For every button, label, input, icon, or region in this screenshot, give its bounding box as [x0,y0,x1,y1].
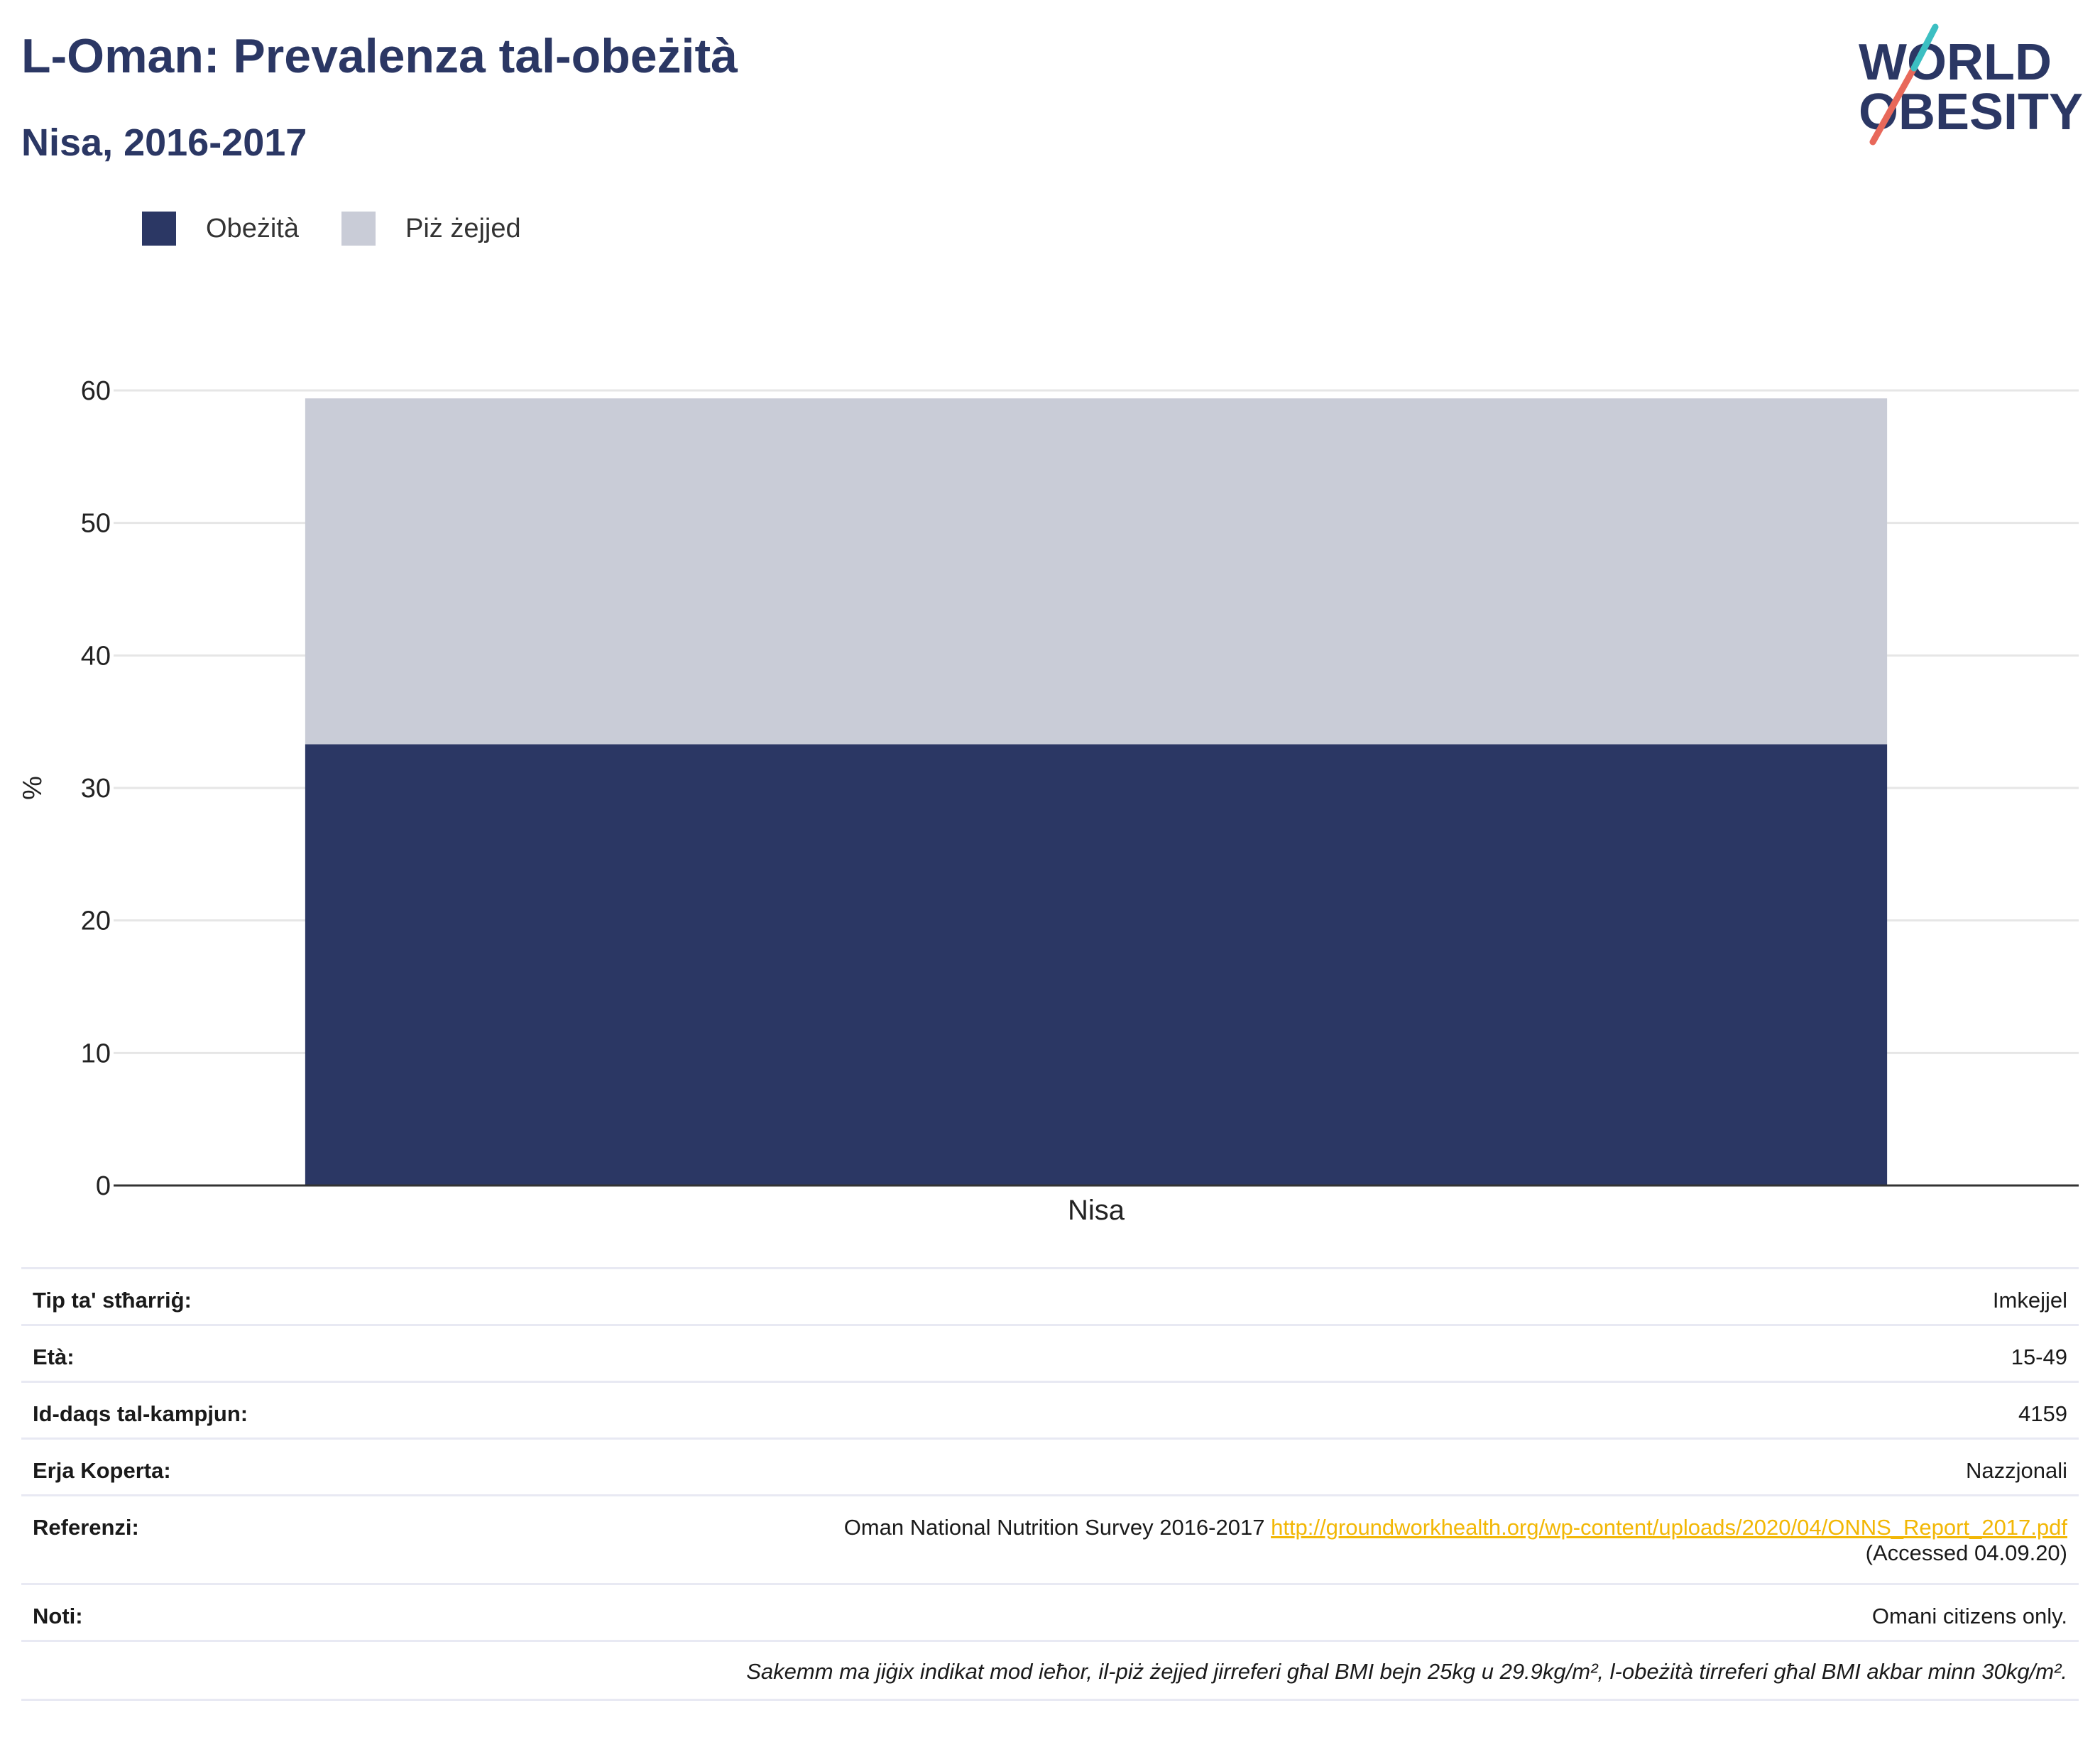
survey-info-table: Tip ta' stħarriġ: Imkejjel Età: 15-49 Id… [21,1267,2079,1701]
references-label: Referenzi: [21,1494,351,1584]
bars [305,398,1888,1185]
survey-type-label: Tip ta' stħarriġ: [21,1267,351,1325]
bmi-definition: Sakemm ma jiġix indikat mod ieħor, il-pi… [21,1640,2079,1701]
reference-accessed: (Accessed 04.09.20) [1865,1540,2067,1565]
sample-size-label: Id-daqs tal-kampjun: [21,1381,351,1439]
y-tick-label: 40 [81,641,111,671]
logo-slash-teal [1910,23,1939,72]
survey-type-value: Imkejjel [351,1267,2079,1325]
info-row-references: Referenzi: Oman National Nutrition Surve… [21,1494,2079,1584]
reference-link[interactable]: http://groundworkhealth.org/wp-content/u… [1271,1515,2067,1540]
info-row-definition: Sakemm ma jiġix indikat mod ieħor, il-pi… [21,1640,2079,1701]
logo-line1: WORLD [1859,34,2052,91]
x-tick-label: Nisa [1068,1195,1125,1226]
chart-subtitle: Nisa, 2016-2017 [21,121,307,164]
bar-segment-obesity[interactable] [305,744,1888,1185]
x-tick-labels: Nisa [1068,1195,1125,1226]
references-value: Oman National Nutrition Survey 2016-2017… [351,1494,2079,1584]
age-label: Età: [21,1324,351,1382]
chart-title: L-Oman: Prevalenza tal-obeżità [21,29,738,83]
legend: Obeżità Piż żejjed [142,212,564,246]
info-row-age: Età: 15-49 [21,1324,2079,1382]
notes-label: Noti: [21,1583,351,1641]
notes-value: Omani citizens only. [351,1583,2079,1641]
legend-swatch-obesity [142,212,176,246]
age-value: 15-49 [351,1324,2079,1382]
legend-item-obesity[interactable]: Obeżità [142,212,299,246]
bar-segment-overweight[interactable] [305,398,1888,745]
area-value: Nazzjonali [351,1437,2079,1496]
info-row-area: Erja Koperta: Nazzjonali [21,1437,2079,1496]
y-tick-label: 50 [81,509,111,539]
logo-line2: OBESITY [1859,84,2083,141]
world-obesity-logo: WORLD OBESITY [1859,23,2083,146]
info-row-sample-size: Id-daqs tal-kampjun: 4159 [21,1381,2079,1439]
legend-swatch-overweight [341,212,376,246]
y-axis-label: % [18,776,48,800]
y-tick-label: 30 [81,774,111,804]
y-tick-labels: 0 10 20 30 40 50 60 [81,376,111,1201]
logo-slash-red [1869,65,1918,146]
legend-item-overweight[interactable]: Piż żejjed [341,212,521,246]
reference-text: Oman National Nutrition Survey 2016-2017 [843,1515,1265,1540]
y-tick-label: 0 [96,1171,111,1201]
sample-size-value: 4159 [351,1381,2079,1439]
legend-label-obesity: Obeżità [206,213,299,243]
y-tick-label: 60 [81,376,111,406]
y-tick-label: 10 [81,1039,111,1068]
y-tick-label: 20 [81,907,111,936]
area-label: Erja Koperta: [21,1437,351,1496]
legend-label-overweight: Piż żejjed [405,213,521,243]
info-row-survey-type: Tip ta' stħarriġ: Imkejjel [21,1267,2079,1325]
bar-chart: 0 10 20 30 40 50 60 Nisa % [18,376,2079,1226]
info-row-notes: Noti: Omani citizens only. [21,1583,2079,1641]
